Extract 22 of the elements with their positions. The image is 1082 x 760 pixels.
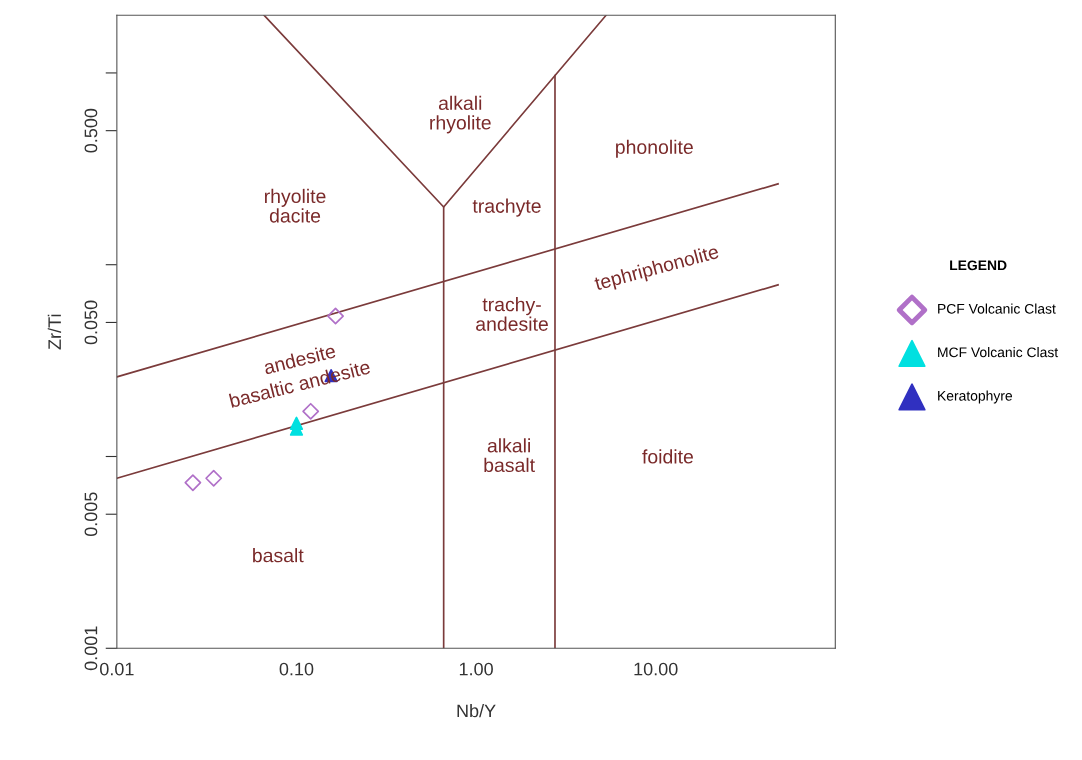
annotation: alkali rhyolite <box>430 95 491 134</box>
y-tick-label: 0.500 <box>84 108 98 153</box>
legend-label: PCF Volcanic Clast <box>938 303 1056 314</box>
x-tick-label: 1.00 <box>459 662 493 676</box>
y-tick-label: 0.005 <box>84 492 98 537</box>
legend-title: LEGEND <box>950 260 1007 271</box>
x-tick-label: 10.00 <box>634 662 678 676</box>
annotation: basalt <box>253 548 304 563</box>
y-axis-title: Zr/Ti <box>47 314 62 350</box>
annotation: alkali basalt <box>484 438 535 473</box>
annotation: trachy- andesite <box>476 297 548 331</box>
x-tick-label: 0.10 <box>279 662 314 676</box>
annotation: phonolite <box>616 139 693 158</box>
annotation: trachyte <box>472 198 541 217</box>
legend-label: Keratophyre <box>938 390 1013 404</box>
y-tick-label: 0.001 <box>84 626 98 671</box>
annotation: foidite <box>642 449 693 464</box>
legend-label: MCF Volcanic Clast <box>938 347 1059 358</box>
y-tick-label: 0.050 <box>84 300 98 345</box>
annotation: rhyolite dacite <box>264 188 326 223</box>
x-tick-label: 0.01 <box>99 662 134 676</box>
x-axis-title: Nb/Y <box>457 704 496 718</box>
